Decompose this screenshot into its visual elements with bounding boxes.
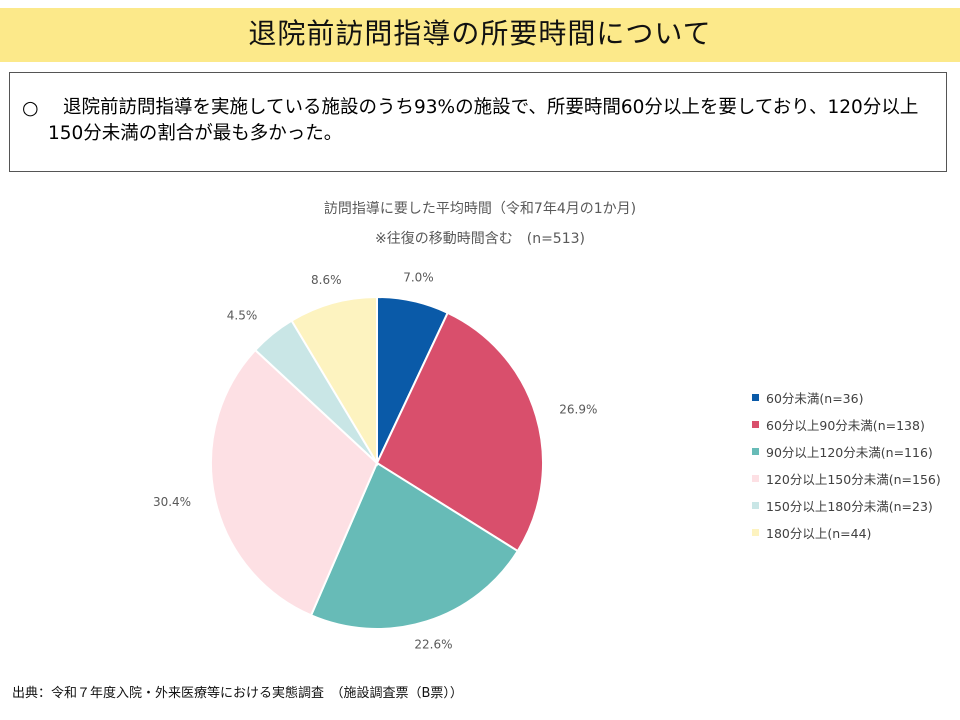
pie-data-label: 8.6% — [311, 273, 342, 287]
legend-swatch — [752, 475, 759, 482]
pie-slice — [290, 295, 378, 467]
legend-label: 120分以上150分未満(n=156) — [766, 472, 941, 487]
legend-label: 60分未満(n=36) — [766, 391, 864, 406]
chart-legend: 60分未満(n=36) 60分以上90分未満(n=138) 90分以上120分未満(… — [752, 384, 941, 546]
legend-swatch — [752, 394, 759, 401]
legend-label: 90分以上120分未満(n=116) — [766, 445, 933, 460]
pie-data-label: 22.6% — [414, 637, 452, 651]
legend-swatch — [752, 529, 759, 536]
pie-data-label: 4.5% — [227, 308, 258, 322]
page-title: 退院前訪問指導の所要時間について — [248, 17, 712, 50]
summary-text: 退院前訪問指導を実施している施設のうち93%の施設で、所要時間60分以上を要して… — [48, 97, 919, 144]
legend-item: 90分以上120分未満(n=116) — [752, 438, 941, 465]
pie-slice — [309, 461, 520, 630]
legend-item: 60分未満(n=36) — [752, 384, 941, 411]
legend-swatch — [752, 421, 759, 428]
legend-item: 180分以上(n=44) — [752, 519, 941, 546]
pie-slice — [375, 311, 544, 553]
legend-label: 150分以上180分未満(n=23) — [766, 499, 933, 514]
legend-label: 180分以上(n=44) — [766, 526, 872, 541]
chart-subtitle: ※往復の移動時間含む (n=513) — [375, 231, 585, 247]
pie-data-label: 7.0% — [403, 271, 434, 285]
legend-label: 60分以上90分未満(n=138) — [766, 418, 925, 433]
legend-item: 120分以上150分未満(n=156) — [752, 465, 941, 492]
chart-title: 訪問指導に要した平均時間（令和7年4月の1か月) — [323, 201, 637, 217]
legend-swatch — [752, 448, 759, 455]
legend-swatch — [752, 502, 759, 509]
pie-data-label: 26.9% — [559, 402, 597, 416]
legend-item: 150分以上180分未満(n=23) — [752, 492, 941, 519]
legend-item: 60分以上90分未満(n=138) — [752, 411, 941, 438]
title-band — [0, 8, 960, 62]
pie-data-label: 30.4% — [153, 495, 191, 509]
pie-slice — [210, 348, 379, 617]
source-note: 出典：令和７年度入院・外来医療等における実態調査 （施設調査票（B票）） — [12, 686, 463, 701]
summary-box: ○ 退院前訪問指導を実施している施設のうち93%の施設で、所要時間60分以上を要… — [9, 72, 947, 172]
summary-bullet: ○ — [22, 97, 39, 119]
